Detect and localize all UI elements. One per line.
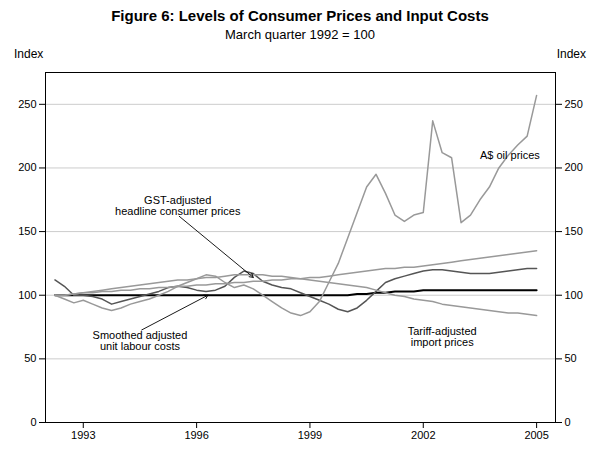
svg-text:GST-adjustedheadline consumer: GST-adjustedheadline consumer prices [115, 194, 241, 217]
svg-text:50: 50 [565, 352, 577, 364]
svg-text:250: 250 [18, 98, 36, 110]
svg-text:2002: 2002 [411, 429, 435, 441]
svg-text:0: 0 [565, 416, 571, 428]
svg-text:2005: 2005 [524, 429, 548, 441]
svg-text:250: 250 [565, 98, 583, 110]
svg-text:100: 100 [18, 289, 36, 301]
svg-text:Smoothed adjustedunit labour c: Smoothed adjustedunit labour costs [93, 329, 188, 352]
svg-text:1993: 1993 [71, 429, 95, 441]
svg-text:50: 50 [24, 352, 36, 364]
html-text:March quarter 1992 = 100: March quarter 1992 = 100 [225, 27, 375, 42]
svg-text:1999: 1999 [298, 429, 322, 441]
svg-text:150: 150 [18, 225, 36, 237]
html-text:Index: Index [14, 47, 44, 61]
html-text:Index: Index [556, 47, 586, 61]
svg-text:150: 150 [565, 225, 583, 237]
svg-text:1996: 1996 [184, 429, 208, 441]
svg-text:Tariff-adjustedimport prices: Tariff-adjustedimport prices [408, 325, 477, 348]
svg-text:200: 200 [565, 161, 583, 173]
svg-text:200: 200 [18, 161, 36, 173]
svg-text:A$ oil prices: A$ oil prices [480, 149, 540, 161]
svg-text:100: 100 [565, 289, 583, 301]
html-text:Figure 6: Levels of Consumer P: Figure 6: Levels of Consumer Prices and … [111, 7, 489, 24]
svg-text:0: 0 [30, 416, 36, 428]
